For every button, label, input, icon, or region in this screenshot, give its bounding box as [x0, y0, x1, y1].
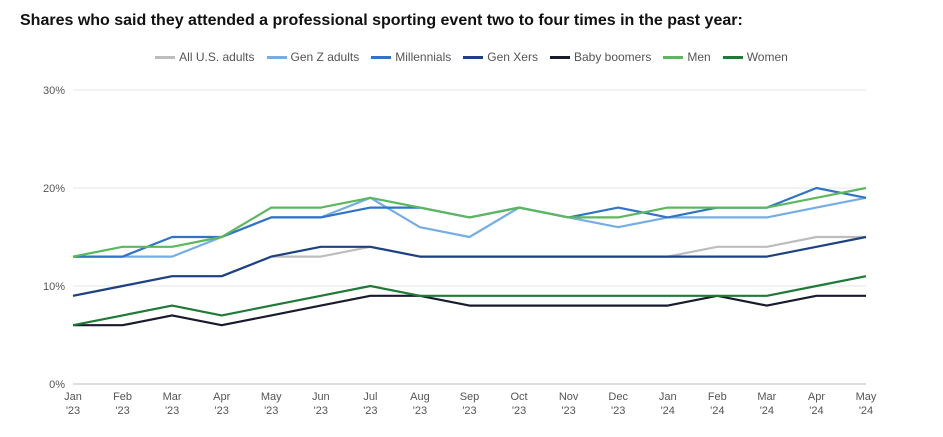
x-tick-label: '23 — [413, 405, 427, 417]
x-tick-label: Apr — [808, 391, 825, 403]
x-tick-label: '23 — [561, 405, 575, 417]
x-tick-label: May — [856, 391, 877, 403]
x-tick-label: Oct — [511, 391, 528, 403]
x-tick-label: Mar — [757, 391, 776, 403]
x-tick-label: '23 — [363, 405, 377, 417]
chart-title: Shares who said they attended a professi… — [20, 12, 743, 29]
x-tick-label: '23 — [314, 405, 328, 417]
x-tick-label: Apr — [213, 391, 230, 403]
x-tick-label: '24 — [859, 405, 873, 417]
x-tick-label: '24 — [710, 405, 724, 417]
legend-item: Millennials — [371, 50, 451, 64]
legend-label: Men — [687, 50, 711, 64]
legend-swatch — [663, 55, 684, 59]
legend-item: Gen Z adults — [266, 50, 360, 64]
x-tick-label: '24 — [809, 405, 823, 417]
x-tick-label: Sep — [460, 391, 480, 403]
x-tick-label: '23 — [66, 405, 80, 417]
legend-label: All U.S. adults — [179, 50, 255, 64]
legend-swatch — [722, 55, 743, 59]
y-tick-label: 20% — [43, 183, 65, 195]
series-line-all-u-s-adults — [72, 235, 866, 297]
x-tick-label: '23 — [215, 405, 229, 417]
x-tick-label: Dec — [608, 391, 628, 403]
legend-item: Gen Xers — [463, 50, 538, 64]
y-tick-label: 10% — [43, 281, 65, 293]
series-line-gen-z-adults — [73, 196, 867, 258]
x-tick-label: Jul — [363, 391, 377, 403]
legend-swatch — [371, 55, 392, 59]
series-line-women — [72, 275, 867, 327]
legend-item: Women — [722, 50, 788, 64]
x-tick-label: Jan — [659, 391, 677, 403]
x-tick-label: Mar — [163, 391, 182, 403]
legend-swatch — [549, 55, 570, 59]
legend-swatch — [266, 55, 287, 59]
y-tick-label: 30% — [43, 85, 65, 97]
x-tick-label: '23 — [462, 405, 476, 417]
y-tick-label: 0% — [49, 379, 65, 391]
x-tick-label: Feb — [113, 391, 132, 403]
series-line-gen-xers — [72, 235, 867, 297]
legend-item: Baby boomers — [549, 50, 652, 64]
x-tick-label: '23 — [264, 405, 278, 417]
series-line-baby-boomers — [73, 294, 866, 327]
x-tick-label: May — [261, 391, 282, 403]
x-tick-label: '23 — [512, 405, 526, 417]
x-tick-label: Jun — [312, 391, 330, 403]
x-tick-label: '23 — [115, 405, 129, 417]
x-tick-label: Feb — [708, 391, 727, 403]
x-tick-label: '24 — [661, 405, 675, 417]
legend-swatch — [155, 55, 176, 59]
x-tick-label: '24 — [760, 405, 774, 417]
legend: All U.S. adults Gen Z adults Millennials Ge… — [0, 50, 943, 64]
x-tick-label: Nov — [559, 391, 579, 403]
legend-label: Millennials — [395, 50, 452, 64]
legend-item: Men — [663, 50, 711, 64]
x-tick-label: Aug — [410, 391, 430, 403]
legend-label: Gen Xers — [487, 50, 538, 64]
legend-label: Women — [746, 50, 788, 64]
legend-label: Baby boomers — [573, 50, 652, 64]
x-tick-label: '23 — [165, 405, 179, 417]
x-tick-label: '23 — [611, 405, 625, 417]
legend-label: Gen Z adults — [290, 50, 360, 64]
x-tick-label: Jan — [64, 391, 82, 403]
legend-swatch — [463, 55, 484, 59]
legend-item: All U.S. adults — [155, 50, 255, 64]
series-line-men — [72, 186, 867, 258]
